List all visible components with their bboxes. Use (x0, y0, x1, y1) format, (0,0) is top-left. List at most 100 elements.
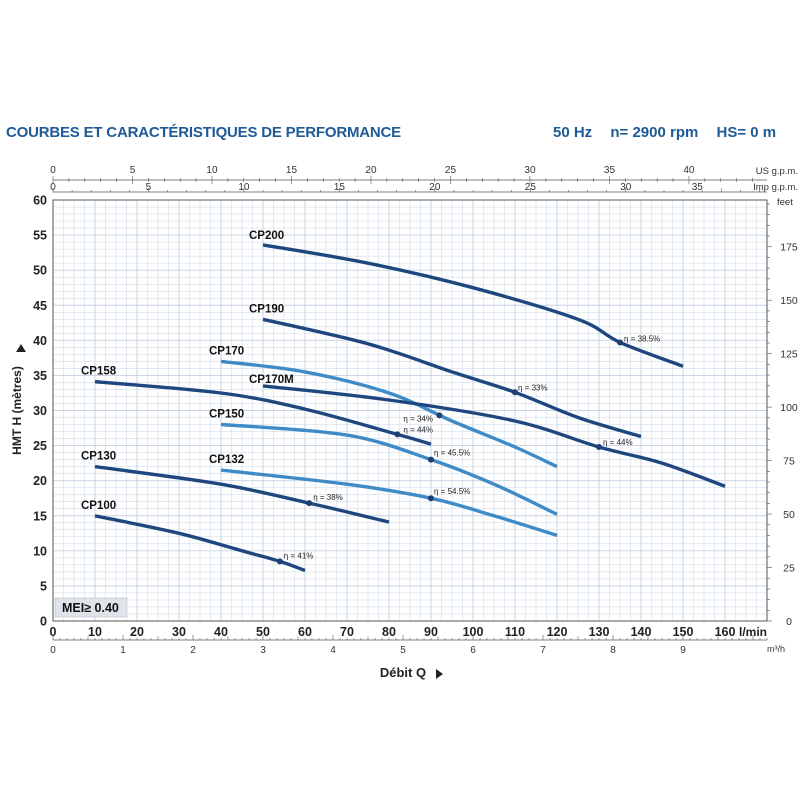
m3h-tick-label: 5 (400, 645, 406, 656)
us-gpm-tick-label: 25 (445, 165, 457, 176)
us-gpm-tick-label: 10 (206, 165, 218, 176)
m3h-tick-label: 3 (260, 645, 266, 656)
efficiency-point-cp170 (436, 412, 443, 419)
imp-gpm-tick-label: 10 (238, 182, 250, 193)
y-axis-arrow-icon (16, 344, 26, 352)
y-tick-label: 5 (40, 579, 47, 593)
imp-gpm-tick-label: 0 (50, 182, 56, 193)
curve-cp158 (94, 380, 432, 446)
us-gpm-tick-label: 30 (524, 165, 536, 176)
m3h-tick-label: 2 (190, 645, 196, 656)
suction-label: HS= 0 m (716, 124, 777, 141)
curve-label-cp190: CP190 (249, 303, 284, 315)
mei-badge-group: MEI≥ 0.40 (54, 597, 128, 618)
imp-gpm-tick-label: 20 (429, 182, 441, 193)
y-tick-label: 35 (33, 369, 47, 383)
us-gpm-tick-label: 35 (604, 165, 616, 176)
curve-label-cp132: CP132 (209, 454, 244, 466)
x-tick-label: 150 (673, 625, 694, 639)
us-gpm-tick-label: 40 (683, 165, 695, 176)
x-tick-label: 60 (298, 625, 312, 639)
axes: 0 5 10 15 20 25 30 35 40 US g.p.m.0 5 10 15 20 25 30 35 I… (10, 165, 798, 680)
y-tick-label: 10 (33, 544, 47, 558)
imp-gpm-tick-label: 15 (334, 182, 346, 193)
grid (52, 199, 768, 622)
feet-tick-label: 25 (783, 563, 795, 575)
efficiency-label-cp170m: η = 44% (603, 438, 633, 447)
efficiency-point-cp200 (617, 339, 623, 346)
efficiency-point-cp100 (276, 558, 283, 565)
m3h-tick-label: 1 (120, 645, 126, 656)
imp-gpm-tick-label: 30 (620, 182, 632, 193)
m3h-unit-label: m³/h (767, 644, 785, 654)
x-tick-label: 120 (547, 625, 568, 639)
page-title: COURBES ET CARACTÉRISTIQUES DE PERFORMAN… (6, 124, 401, 141)
x-tick-label: 10 (88, 625, 102, 639)
curve-label-cp158: CP158 (81, 366, 117, 378)
y-tick-label: 30 (33, 404, 47, 418)
curve-cp100 (94, 514, 306, 573)
m3h-tick-label: 0 (50, 645, 56, 656)
x-tick-label: 70 (340, 625, 354, 639)
m3h-tick-label: 8 (610, 645, 616, 656)
feet-tick-label: 50 (783, 509, 795, 521)
x-tick-label: 160 (715, 625, 736, 639)
x-tick-label: 100 (463, 625, 484, 639)
plot-border (52, 199, 768, 622)
curve-label-cp100: CP100 (81, 500, 116, 512)
curve-label-cp200: CP200 (249, 230, 284, 242)
feet-tick-label: 175 (780, 242, 798, 254)
y-axis-title: HMT H (mètres) (10, 366, 24, 455)
mei-badge-label: MEI≥ 0.40 (62, 601, 119, 615)
efficiency-label-cp130: η = 38% (313, 493, 343, 502)
x-tick-label: 90 (424, 625, 438, 639)
feet-tick-label: 0 (786, 616, 792, 628)
curve-cp130 (94, 464, 390, 524)
efficiency-point-cp170m (596, 443, 602, 450)
us-gpm-tick-label: 20 (365, 165, 377, 176)
y-tick-label: 55 (33, 229, 47, 243)
efficiency-point-cp150 (428, 456, 434, 463)
feet-tick-label: 75 (783, 456, 795, 468)
efficiency-label-cp158: η = 44% (403, 425, 433, 434)
y-tick-label: 50 (33, 264, 47, 278)
x-tick-label: 130 (589, 625, 610, 639)
curve-cp190 (262, 317, 642, 439)
y-tick-label: 15 (33, 509, 47, 523)
m3h-tick-label: 9 (680, 645, 686, 656)
y-tick-label: 20 (33, 474, 47, 488)
us-gpm-tick-label: 0 (50, 165, 56, 176)
us-gpm-tick-label: 5 (130, 165, 136, 176)
efficiency-point-cp158 (394, 431, 401, 438)
feet-tick-label: 150 (780, 295, 798, 307)
curve-cp150 (220, 422, 558, 516)
y-tick-label: 45 (33, 299, 47, 313)
curve-cp132 (220, 468, 558, 538)
x-tick-label: 40 (214, 625, 228, 639)
speed-label: n= 2900 rpm (610, 124, 699, 141)
y-tick-label: 60 (33, 194, 47, 208)
x-tick-label: 140 (631, 625, 652, 639)
curve-labels: CP200 η = 38.5% CP190 η = 33% CP170 η = 34% CP… (81, 230, 660, 565)
x-axis-title: Débit Q (380, 665, 426, 680)
imp-gpm-tick-label: 35 (692, 182, 704, 193)
mei-badge (54, 597, 128, 618)
curve-cp170m (262, 384, 726, 488)
efficiency-point-cp132 (428, 495, 434, 502)
feet-tick-label: 100 (780, 402, 798, 414)
us-gpm-tick-label: 15 (286, 165, 298, 176)
efficiency-point-cp130 (306, 500, 313, 507)
efficiency-label-cp190: η = 33% (518, 383, 548, 392)
efficiency-label-cp150: η = 45.5% (434, 449, 470, 458)
x-axis-arrow-icon (436, 669, 443, 679)
curve-label-cp170m: CP170M (249, 374, 294, 386)
imp-gpm-tick-label: 25 (525, 182, 537, 193)
x-unit-label: l/min (739, 625, 767, 639)
curve-label-cp150: CP150 (209, 409, 244, 421)
efficiency-label-cp170: η = 34% (403, 414, 433, 423)
efficiency-label-cp132: η = 54.5% (434, 487, 470, 496)
m3h-tick-label: 4 (330, 645, 336, 656)
x-tick-label: 30 (172, 625, 186, 639)
x-tick-label: 50 (256, 625, 270, 639)
y-tick-label: 25 (33, 439, 47, 453)
